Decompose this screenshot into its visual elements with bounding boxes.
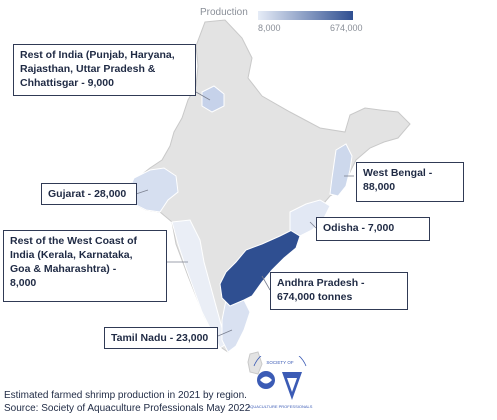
legend-gradient-bar (258, 11, 353, 20)
society-of-aquaculture-professionals-logo: SOCIETY OF AQUACULTURE PROFESSIONALS (248, 356, 313, 409)
callout-gujarat: Gujarat - 28,000 (41, 183, 137, 205)
region-andhra-pradesh (219, 229, 301, 307)
logo-fish-icon (260, 376, 272, 384)
callout-odisha: Odisha - 7,000 (316, 217, 430, 241)
logo-bottom-text: AQUACULTURE PROFESSIONALS (248, 404, 313, 409)
callout-tamil-nadu: Tamil Nadu - 23,000 (104, 327, 218, 349)
callout-rest-of-india: Rest of India (Punjab, Haryana, Rajastha… (13, 44, 196, 96)
leader-andhra (261, 275, 271, 291)
caption: Estimated farmed shrimp production in 20… (4, 389, 250, 415)
caption-line-1: Estimated farmed shrimp production in 20… (4, 390, 247, 401)
callout-west-bengal: West Bengal - 88,000 (356, 162, 464, 202)
leader-tamil-nadu (217, 329, 233, 337)
callout-west-coast: Rest of the West Coast of India (Kerala,… (3, 230, 167, 302)
logo-top-arc (253, 356, 307, 367)
region-rest-of-india (201, 85, 225, 113)
legend-max-label: 674,000 (330, 23, 363, 33)
legend-min-label: 8,000 (258, 23, 281, 33)
legend-title: Production (200, 7, 248, 18)
leader-gujarat (135, 189, 149, 195)
logo-top-text: SOCIETY OF (266, 360, 293, 365)
leader-rest-of-india (195, 91, 211, 101)
logo-triangle-inner-icon (287, 378, 297, 392)
caption-line-2: Source: Society of Aquaculture Professio… (4, 403, 251, 414)
callout-andhra-pradesh: Andhra Pradesh - 674,000 tonnes (270, 272, 408, 310)
region-west-bengal (329, 143, 353, 197)
region-tamil-nadu (221, 299, 251, 353)
leader-odisha (309, 221, 317, 229)
